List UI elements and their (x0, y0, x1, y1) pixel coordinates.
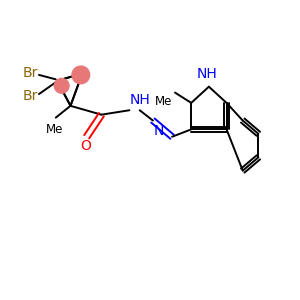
Text: Me: Me (155, 95, 172, 108)
Text: Br: Br (23, 88, 38, 103)
Text: Me: Me (46, 123, 63, 136)
Circle shape (72, 66, 90, 84)
Text: Br: Br (23, 66, 38, 80)
Text: NH: NH (197, 67, 218, 81)
Circle shape (54, 78, 69, 93)
Text: O: O (80, 139, 91, 153)
Text: NH: NH (130, 93, 151, 107)
Text: N: N (154, 124, 164, 138)
